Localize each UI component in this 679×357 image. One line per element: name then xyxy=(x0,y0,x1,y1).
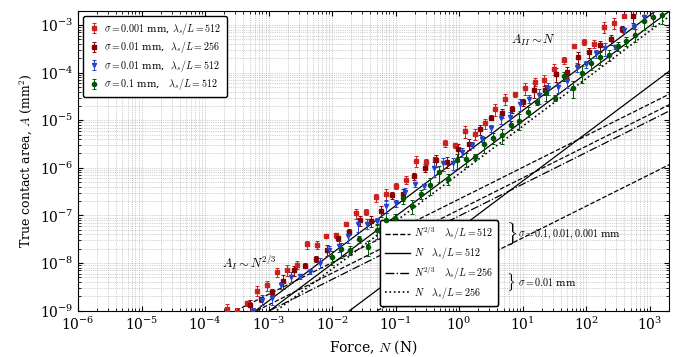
Text: $A_I\sim N^{2/3}$: $A_I\sim N^{2/3}$ xyxy=(222,253,276,272)
Text: $\}$: $\}$ xyxy=(507,271,515,293)
Text: $\sigma = 0.01$ mm: $\sigma = 0.01$ mm xyxy=(518,276,576,288)
Y-axis label: True contact area, $A$ (mm$^{2}$): True contact area, $A$ (mm$^{2}$) xyxy=(18,73,34,248)
Text: $\sigma = 0.1, 0.01, 0.001$ mm: $\sigma = 0.1, 0.01, 0.001$ mm xyxy=(518,227,621,241)
Text: $A_{II}\sim N$: $A_{II}\sim N$ xyxy=(511,33,556,48)
X-axis label: Force, $N$ (N): Force, $N$ (N) xyxy=(329,338,418,356)
Legend: $N^{2/3}$   $\lambda_s/L =512$, $N$   $\lambda_s/L =512$, $N^{2/3}$   $\lambda_s: $N^{2/3}$ $\lambda_s/L =512$, $N$ $\lamb… xyxy=(380,220,498,306)
Text: $\}$: $\}$ xyxy=(507,221,517,247)
